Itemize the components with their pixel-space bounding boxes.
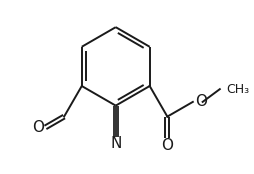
Text: O: O [161,137,173,153]
Text: N: N [110,136,121,151]
Text: CH₃: CH₃ [227,83,250,96]
Text: O: O [195,94,207,109]
Text: O: O [33,120,44,135]
